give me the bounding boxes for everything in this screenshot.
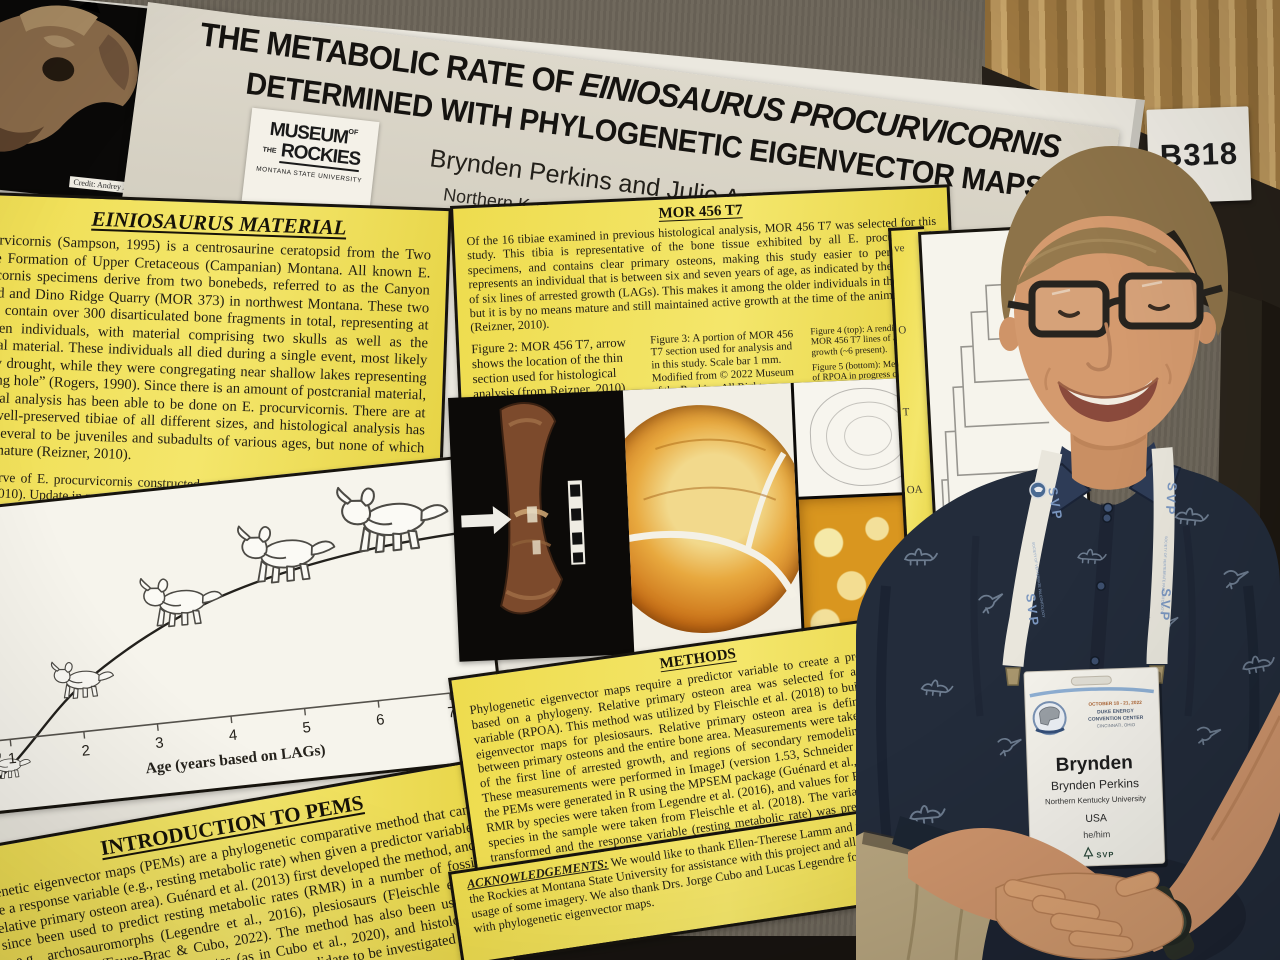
glasses-bridge (1103, 296, 1123, 309)
lanyard-org-text-2: SOCIETY OF VERTEBRATE PALEONTOLOGY (1160, 536, 1168, 613)
glasses-right-lens (1118, 272, 1204, 330)
clasped-hands (995, 871, 1184, 960)
badge-slot (1070, 675, 1112, 686)
right-eye (1148, 304, 1170, 311)
dino-silhouette-5 (236, 515, 339, 587)
badge-venue-line2: CONVENTION CENTER (1088, 715, 1144, 723)
badge-first-name: Brynden (1055, 752, 1133, 776)
x-tick-label-3: 3 (154, 734, 164, 752)
thumb (1115, 871, 1160, 897)
x-tick-label-1: 1 (7, 750, 17, 768)
museum-logo-word-of: OF (348, 128, 359, 137)
dino-silhouette-3 (50, 655, 117, 701)
hair-fringe (1016, 227, 1196, 286)
figure2-tibia-photo (461, 402, 586, 615)
x-axis-label: Age (years based on LAGs) (145, 741, 327, 777)
arrow-icon (461, 506, 512, 535)
growth-curve-figure: 1 2 3 4 5 6 7 Age (years based on LAGs) (0, 454, 509, 819)
lanyard-svp-text-3: SVP (1163, 482, 1180, 518)
einiosaurus-material-body: E. procurvicornis (Sampson, 1995) is a c… (0, 231, 432, 464)
museum-logo-word-the: THE (262, 146, 277, 155)
nose (1086, 322, 1112, 372)
dino-silhouette-6 (335, 475, 452, 557)
badge-event-dates: OCTOBER 18 - 21, 2022 (1088, 700, 1142, 708)
x-tick-label-7: 7 (447, 704, 457, 722)
conference-badge: OCTOBER 18 - 21, 2022 DUKE ENERGY CONVEN… (1023, 666, 1168, 872)
badge-org: SVP (1096, 850, 1114, 860)
x-tick-label-2: 2 (81, 742, 91, 760)
left-eye (1058, 310, 1080, 318)
lanyard-svp-text-2: SVP (1023, 593, 1042, 630)
badge-full-name: Brynden Perkins (1051, 776, 1139, 793)
figure3-cross-section-photo (622, 383, 803, 655)
badge-pronouns: he/him (1083, 829, 1110, 840)
dino-silhouette-4 (139, 569, 226, 630)
x-axis-line (0, 689, 480, 745)
x-tick-label-6: 6 (375, 711, 385, 729)
skull-photo: Credit: Andrey Atuchin (0, 0, 177, 207)
scale-bar (567, 480, 586, 565)
cross-section-crack (622, 438, 798, 599)
lanyard-clip-left (1005, 667, 1021, 686)
badge-city: CINCINNATI, OHIO (1097, 722, 1136, 728)
collar-button (1102, 502, 1114, 514)
skull-illustration (0, 0, 138, 152)
badge-country: USA (1085, 812, 1107, 825)
lanyard-svp-text-1: SVP (1045, 486, 1066, 523)
person: SVP SOCIETY OF VERTEBRATE PALEONTOLOGY S… (856, 146, 1280, 960)
lanyard-svp-text-4: SVP (1157, 588, 1174, 624)
badge-venue-line1: DUKE ENERGY (1097, 708, 1135, 715)
figures-strip (448, 376, 946, 662)
badge-svp-footer-logo: SVP (1083, 846, 1115, 860)
x-tick-label-5: 5 (302, 719, 312, 737)
glasses-left-lens (1028, 280, 1110, 338)
dinosaur-pin (1029, 481, 1047, 499)
x-tick-label-4: 4 (228, 727, 238, 745)
glasses (1007, 272, 1223, 338)
growth-curve-chart: 1 2 3 4 5 6 7 Age (years based on LAGs) (0, 475, 480, 799)
badge-svp-skull-logo (1032, 701, 1067, 736)
smile (1044, 363, 1172, 422)
badge-affiliation: Northern Kentucky University (1045, 794, 1146, 807)
